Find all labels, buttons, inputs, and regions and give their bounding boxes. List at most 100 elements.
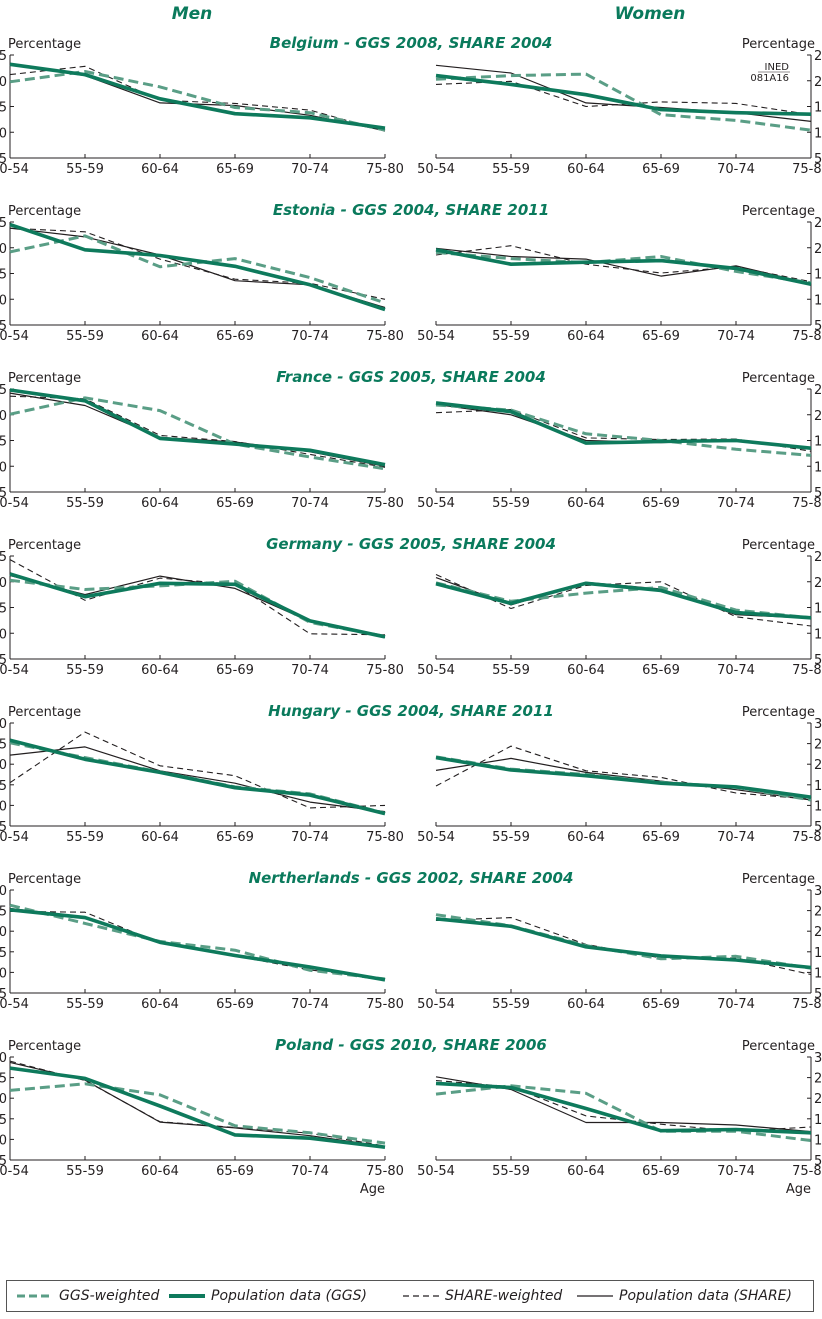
x-tick-label-women-1-1: 50-54 — [417, 162, 455, 177]
x-tick-label-women-3-5: 70-74 — [717, 496, 755, 511]
x-tick-label-women-1-3: 60-64 — [567, 162, 605, 177]
y-tick-label-women-1-10: 10 — [814, 126, 822, 141]
x-tick-label-men-1-5: 70-74 — [291, 162, 329, 177]
y-tick-label-women-5-20: 20 — [814, 758, 822, 773]
series-line-population-data-ggs-women-2 — [435, 248, 812, 287]
series-line-population-data-ggs-men-6 — [9, 908, 386, 982]
x-tick-label-men-7-5: 70-74 — [291, 1164, 329, 1179]
x-tick-label-men-6-4: 65-69 — [216, 997, 254, 1012]
x-tick-label-women-3-3: 60-64 — [567, 496, 605, 511]
x-tick-label-men-1-3: 60-64 — [141, 162, 179, 177]
y-tick-label-men-6-30: 30 — [0, 884, 7, 899]
x-tick-label-men-6-3: 60-64 — [141, 997, 179, 1012]
y-tick-label-men-5-30: 30 — [0, 717, 7, 732]
y-tick-label-women-6-15: 15 — [814, 946, 822, 961]
series-line-population-data-ggs-men-5 — [9, 738, 386, 816]
series-line-population-data-ggs-women-3 — [435, 401, 812, 450]
y-tick-label-women-7-15: 15 — [814, 1113, 822, 1128]
x-tick-label-men-3-3: 60-64 — [141, 496, 179, 511]
y-tick-label-men-2-20: 20 — [0, 242, 7, 257]
chart-title-5: Hungary - GGS 2004, SHARE 2011 — [268, 702, 554, 720]
x-tick-label-women-7-3: 60-64 — [567, 1164, 605, 1179]
y-axis-label-men-5: Percentage — [8, 705, 81, 720]
chart-title-7: Poland - GGS 2010, SHARE 2006 — [275, 1036, 547, 1054]
x-tick-label-women-3-4: 65-69 — [642, 496, 680, 511]
y-tick-label-men-1-20: 20 — [0, 75, 7, 90]
x-tick-label-men-1-1: 50-54 — [0, 162, 29, 177]
legend-item-share-weighted: SHARE-weighted — [403, 1281, 562, 1311]
series-line-share-weighted-men-5 — [9, 731, 386, 809]
x-tick-label-women-4-6: 75-80 — [792, 663, 822, 678]
series-line-population-data-ggs-women-1 — [435, 73, 812, 116]
x-tick-label-women-7-6: 75-80 — [792, 1164, 822, 1179]
y-tick-label-men-3-25: 25 — [0, 383, 7, 398]
y-tick-label-men-4-5: 5 — [0, 653, 7, 668]
y-axis-label-men-6: Percentage — [8, 872, 81, 887]
series-line-share-weighted-women-3 — [435, 409, 812, 452]
y-tick-label-men-5-25: 25 — [0, 738, 7, 753]
x-tick-label-men-2-1: 50-54 — [0, 329, 29, 344]
y-axis-label-women-1: Percentage — [742, 37, 815, 52]
chart-title-2: Estonia - GGS 2004, SHARE 2011 — [273, 201, 549, 219]
series-line-ggs-weighted-women-1 — [435, 72, 812, 132]
legend-swatch-population-ggs — [169, 1294, 205, 1298]
x-tick-label-men-2-6: 75-80 — [366, 329, 404, 344]
y-tick-label-women-4-20: 20 — [814, 576, 822, 591]
y-tick-label-men-4-25: 25 — [0, 550, 7, 565]
y-tick-label-men-2-5: 5 — [0, 319, 7, 334]
y-tick-label-women-2-10: 10 — [814, 293, 822, 308]
series-line-ggs-weighted-men-3 — [9, 396, 386, 471]
series-line-population-data-ggs-men-3 — [9, 388, 386, 467]
y-tick-label-women-7-30: 30 — [814, 1051, 822, 1066]
y-tick-label-men-6-25: 25 — [0, 905, 7, 920]
y-tick-label-men-5-10: 10 — [0, 799, 7, 814]
x-tick-label-women-6-5: 70-74 — [717, 997, 755, 1012]
y-tick-label-men-6-5: 5 — [0, 987, 7, 1002]
legend-label-population-share: Population data (SHARE) — [619, 1288, 792, 1304]
y-tick-label-women-6-20: 20 — [814, 925, 822, 940]
x-tick-label-women-7-4: 65-69 — [642, 1164, 680, 1179]
y-tick-label-women-6-30: 30 — [814, 884, 822, 899]
x-tick-label-men-5-2: 55-59 — [66, 830, 104, 845]
x-tick-label-men-6-1: 50-54 — [0, 997, 29, 1012]
x-tick-label-men-6-5: 70-74 — [291, 997, 329, 1012]
y-tick-label-women-2-5: 5 — [814, 319, 822, 334]
y-tick-label-women-1-25: 25 — [814, 49, 822, 64]
y-tick-label-women-2-20: 20 — [814, 242, 822, 257]
x-tick-label-women-1-5: 70-74 — [717, 162, 755, 177]
y-tick-label-women-5-5: 5 — [814, 820, 822, 835]
x-tick-label-women-6-6: 75-80 — [792, 997, 822, 1012]
legend-item-ggs-weighted: GGS-weighted — [17, 1281, 159, 1311]
y-tick-label-women-4-15: 15 — [814, 602, 822, 617]
x-tick-label-men-5-6: 75-80 — [366, 830, 404, 845]
x-tick-label-women-2-4: 65-69 — [642, 329, 680, 344]
series-line-population-data-share-women-2 — [435, 247, 812, 285]
x-tick-label-men-1-6: 75-80 — [366, 162, 404, 177]
x-tick-label-men-4-6: 75-80 — [366, 663, 404, 678]
chart-title-4: Germany - GGS 2005, SHARE 2004 — [266, 535, 556, 553]
x-tick-label-women-2-3: 60-64 — [567, 329, 605, 344]
y-tick-label-women-7-10: 10 — [814, 1133, 822, 1148]
series-line-population-data-ggs-men-2 — [9, 222, 386, 312]
x-tick-label-women-3-6: 75-80 — [792, 496, 822, 511]
x-tick-label-men-7-2: 55-59 — [66, 1164, 104, 1179]
x-tick-label-men-2-4: 65-69 — [216, 329, 254, 344]
y-tick-label-men-4-15: 15 — [0, 602, 7, 617]
x-tick-label-women-4-1: 50-54 — [417, 663, 455, 678]
y-tick-label-men-1-25: 25 — [0, 49, 7, 64]
legend-item-population-share: Population data (SHARE) — [577, 1281, 792, 1311]
x-tick-label-women-2-2: 55-59 — [492, 329, 530, 344]
series-line-ggs-weighted-men-6 — [9, 903, 386, 981]
y-tick-label-women-7-5: 5 — [814, 1154, 822, 1169]
x-tick-label-women-4-5: 70-74 — [717, 663, 755, 678]
y-tick-label-men-5-15: 15 — [0, 779, 7, 794]
x-tick-label-women-5-3: 60-64 — [567, 830, 605, 845]
x-axis-label-men-7: Age — [360, 1182, 385, 1197]
y-tick-label-men-6-10: 10 — [0, 966, 7, 981]
y-tick-label-women-3-5: 5 — [814, 486, 822, 501]
y-tick-label-men-1-10: 10 — [0, 126, 7, 141]
series-line-population-data-share-men-2 — [9, 227, 386, 309]
x-tick-label-men-2-3: 60-64 — [141, 329, 179, 344]
x-tick-label-women-6-3: 60-64 — [567, 997, 605, 1012]
y-tick-label-men-3-5: 5 — [0, 486, 7, 501]
